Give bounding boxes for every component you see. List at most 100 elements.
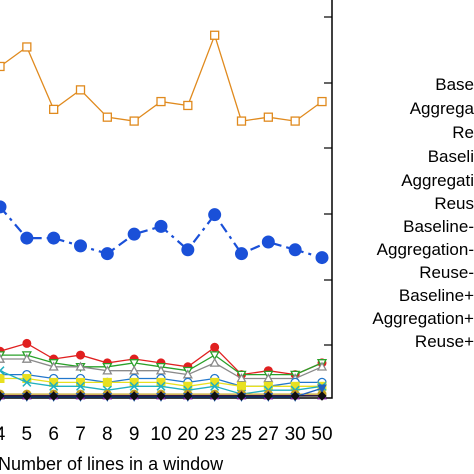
data-point [21,353,32,363]
data-point [75,361,86,371]
data-point [209,357,220,367]
x-tick-label: 23 [204,424,225,445]
legend-label: Baseli [428,147,474,166]
data-point [22,391,32,401]
x-tick-label: 5 [22,424,33,445]
data-point [22,377,32,387]
data-point [0,366,5,376]
x-tick-label: 30 [285,424,306,445]
data-point [235,247,248,261]
data-point [0,353,6,363]
data-point [102,377,112,387]
legend-label: Reuse- [419,263,474,282]
data-point [208,208,222,222]
data-point [263,381,273,391]
data-point [129,377,139,387]
data-point [210,30,220,40]
data-point [317,391,327,401]
series-12 [0,391,327,401]
legend-label: Aggregation+ [372,309,474,328]
series-5 [0,353,328,383]
legend-label: Aggregation- [377,240,474,259]
data-point [210,342,220,352]
data-point [75,381,86,391]
legend-label: Baseline- [403,217,474,236]
data-point [181,243,195,257]
data-point [22,338,32,348]
legend-label: Aggregati [401,171,474,190]
data-point [317,384,327,394]
data-point [129,359,140,369]
data-point [236,391,247,401]
data-point [315,251,329,265]
data-point [75,391,86,401]
data-point [156,377,166,387]
data-point [0,373,5,383]
data-point [48,391,59,401]
data-point [183,381,193,391]
x-tick-label: 50 [311,424,332,445]
data-point [210,377,220,387]
legend-label: Reuse+ [415,332,474,351]
data-point [209,391,220,401]
x-axis-title: Number of lines in a window [0,454,224,474]
data-point [183,391,193,401]
series-1 [0,30,327,126]
data-point [0,200,7,214]
legend-label: Baseline+ [399,286,474,305]
series-line [0,33,323,122]
data-point [20,231,34,245]
data-point [49,104,59,115]
data-point [154,219,168,233]
data-point [317,96,327,107]
data-point [316,361,328,371]
x-tick-label: 20 [177,424,198,445]
data-point [22,42,32,52]
data-point [47,231,61,245]
data-point [102,112,112,122]
data-point [156,96,166,107]
legend-label: Re [452,123,474,142]
data-point [0,61,5,72]
plot-border [0,0,333,399]
data-point [102,391,113,401]
data-point [49,381,59,391]
data-point [129,116,139,126]
data-point [290,391,300,401]
data-point [236,116,247,126]
data-point [261,235,275,249]
data-point [127,227,141,241]
x-tick-label: 4 [0,424,6,445]
legend-label: Aggrega [410,99,474,118]
data-point [129,391,139,401]
x-tick-label: 7 [75,424,86,445]
data-series [0,30,329,402]
legend: Base Aggrega Re Baseli Aggregati Reus Baseline… [372,75,474,351]
x-tick-label: 27 [258,424,279,445]
x-tick-label: 6 [48,424,59,445]
data-point [0,391,5,401]
data-point [288,243,302,257]
data-point [290,381,300,391]
data-point [49,377,59,387]
data-point [156,381,166,391]
data-point [263,391,274,401]
x-tick-label: 9 [129,424,140,445]
data-point [263,112,273,122]
series-2 [0,200,329,265]
data-point [129,381,139,391]
data-point [100,247,114,261]
data-point [210,381,220,391]
legend-label: Base [435,75,474,94]
data-point [76,350,85,360]
data-point [74,239,87,253]
plot-frame [0,0,333,399]
data-point [209,351,220,361]
data-point [156,391,166,401]
data-point [237,381,246,391]
x-tick-label: 25 [231,424,252,445]
data-point [290,116,300,126]
legend-label: Reus [434,194,474,213]
data-point [48,361,59,371]
